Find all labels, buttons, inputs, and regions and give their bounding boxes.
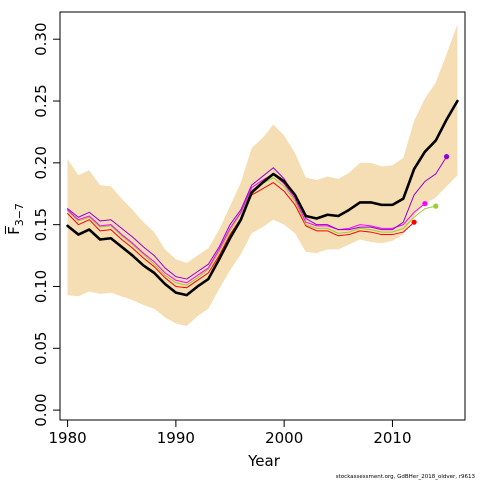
- retro-endpoint-4: [443, 154, 450, 160]
- main-series-line: [66, 99, 459, 297]
- endpoint-layer: [411, 154, 450, 225]
- retro-series-line-3: [67, 173, 426, 284]
- y-tick-label: 0.15: [32, 208, 50, 241]
- retro-series-line-2: [67, 177, 437, 286]
- y-tick-label: 0.00: [32, 393, 50, 426]
- x-tick-label: 2010: [373, 429, 411, 447]
- x-axis: 1980 1990 2000 2010: [48, 420, 412, 447]
- retro-series-line-4: [67, 156, 448, 280]
- y-tick-label: 0.05: [32, 332, 50, 365]
- y-tick-label: 0.30: [32, 22, 50, 55]
- confidence-band-layer: [67, 24, 458, 327]
- y-tick-label: 0.25: [32, 84, 50, 117]
- retro-endpoint-1: [411, 219, 417, 225]
- retro-endpoint-2: [433, 203, 439, 209]
- y-axis-label-symbol: F̅: [4, 225, 23, 235]
- y-axis: 0.00 0.05 0.10 0.15 0.20 0.25 0.30: [32, 22, 60, 427]
- footnote: stockassessment.org, GdBHer_2018_oldver,…: [336, 474, 476, 480]
- svg-text:F̅3−7: F̅3−7: [4, 203, 26, 235]
- x-axis-label: Year: [247, 452, 281, 470]
- series-layer: [66, 99, 459, 297]
- y-tick-label: 0.20: [32, 146, 50, 179]
- y-tick-label: 0.10: [32, 270, 50, 303]
- confidence-band: [67, 24, 458, 327]
- x-tick-label: 1990: [157, 429, 195, 447]
- x-tick-label: 1980: [48, 429, 86, 447]
- y-axis-label: F̅3−7: [4, 203, 26, 235]
- plot-frame: [59, 11, 466, 421]
- retro-endpoint-3: [422, 201, 428, 207]
- x-tick-label: 2000: [265, 429, 303, 447]
- y-axis-label-subscript: 3−7: [13, 203, 26, 226]
